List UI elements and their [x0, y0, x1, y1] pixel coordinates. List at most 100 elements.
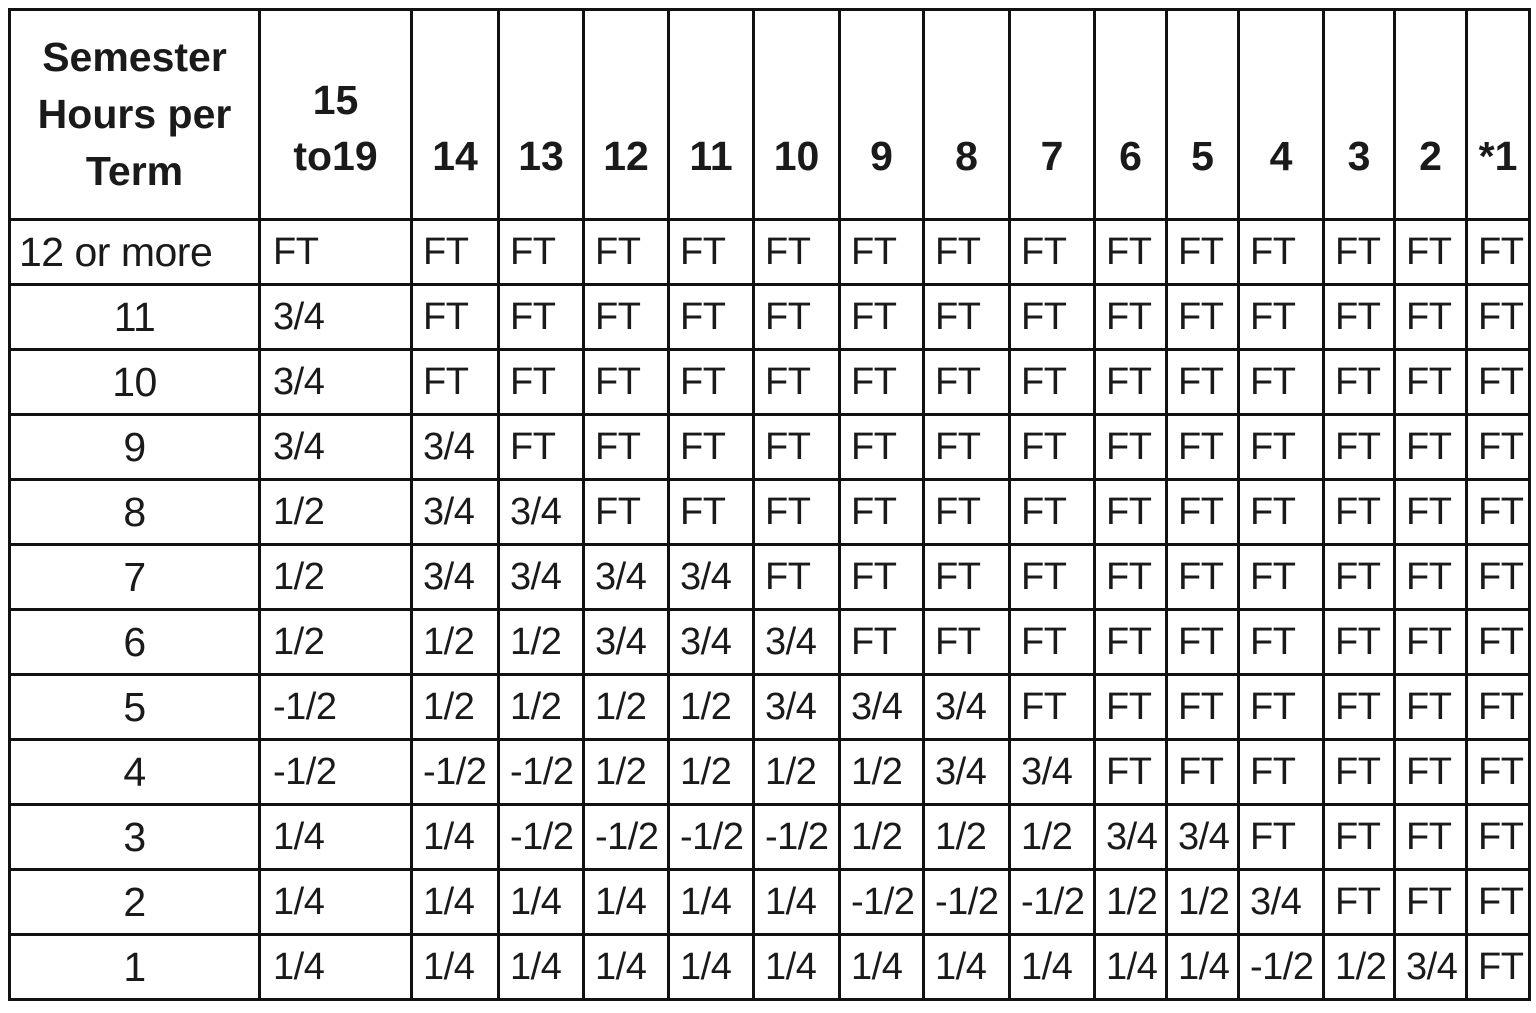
corner-header-line: Semester	[42, 34, 227, 80]
table-cell: -1/2	[582, 803, 670, 871]
table-cell: FT	[752, 348, 841, 416]
column-header-line: to19	[293, 133, 378, 179]
table-cell: FT	[1465, 283, 1531, 351]
table-row: 3 1/4 1/4 -1/2 -1/2 -1/2 -1/2 1/2 1/2 1/2 3/4 3/4 FT…	[8, 803, 1531, 871]
table-cell: FT	[582, 348, 670, 416]
corner-header-line: Hours per	[37, 91, 232, 137]
table-cell: -1/2	[1008, 868, 1096, 936]
table-cell: 1/2	[667, 673, 755, 741]
table-cell: FT	[1465, 543, 1531, 611]
table-cell: FT	[1393, 413, 1468, 481]
table-row: 6 1/2 1/2 1/2 3/4 3/4 3/4 FT FT FT FT FT FT FT FT FT	[8, 608, 1531, 676]
table-cell: FT	[1393, 608, 1468, 676]
corner-header: Semester Hours per Term	[8, 8, 261, 221]
table-cell: 3/4	[752, 673, 841, 741]
table-cell: -1/2	[667, 803, 755, 871]
row-label: 11	[8, 283, 261, 351]
table-cell: 1/4	[582, 868, 670, 936]
table-cell: FT	[752, 218, 841, 286]
table-cell: FT	[1008, 218, 1096, 286]
table-cell: FT	[1165, 543, 1240, 611]
table-cell: 1/2	[838, 738, 925, 806]
table-cell: FT	[667, 283, 755, 351]
table-cell: 3/4	[1008, 738, 1096, 806]
table-cell: FT	[1093, 543, 1168, 611]
table-cell: FT	[1465, 803, 1531, 871]
table-cell: FT	[1322, 608, 1396, 676]
table-cell: FT	[1008, 413, 1096, 481]
table-cell: FT	[1465, 608, 1531, 676]
table-cell: FT	[838, 413, 925, 481]
table-cell: FT	[1465, 413, 1531, 481]
table-cell: FT	[1165, 738, 1240, 806]
row-label: 12 or more	[8, 218, 261, 286]
column-header: 4	[1237, 8, 1325, 221]
table-cell: FT	[1165, 608, 1240, 676]
table-cell: 3/4	[1237, 868, 1325, 936]
table-cell: FT	[497, 413, 585, 481]
table-cell: 1/4	[1008, 933, 1096, 1001]
table-cell: FT	[1465, 478, 1531, 546]
table-cell: FT	[1465, 673, 1531, 741]
table-cell: FT	[1093, 608, 1168, 676]
table-cell: 3/4	[922, 738, 1011, 806]
table-cell: FT	[1165, 413, 1240, 481]
table-row: 8 1/2 3/4 3/4 FT FT FT FT FT FT FT FT FT FT FT FT	[8, 478, 1531, 546]
column-header: 5	[1165, 8, 1240, 221]
table-cell: FT	[1322, 738, 1396, 806]
table-cell: -1/2	[497, 738, 585, 806]
table-cell: 1/4	[667, 933, 755, 1001]
table-cell: 3/4	[497, 543, 585, 611]
table-cell: 1/2	[582, 738, 670, 806]
table-cell: 1/4	[258, 868, 413, 936]
table-cell: 1/4	[582, 933, 670, 1001]
table-body: 12 or more FT FT FT FT FT FT FT FT FT FT FT FT FT FT FT…	[8, 218, 1531, 1001]
table-cell: FT	[1093, 218, 1168, 286]
table-cell: 1/4	[258, 803, 413, 871]
table-cell: FT	[410, 218, 500, 286]
table-cell: 1/4	[410, 933, 500, 1001]
table-cell: -1/2	[410, 738, 500, 806]
table-cell: FT	[922, 478, 1011, 546]
row-label: 4	[8, 738, 261, 806]
table-cell: 1/2	[667, 738, 755, 806]
table-cell: FT	[922, 283, 1011, 351]
table-cell: 1/2	[497, 608, 585, 676]
table-cell: 3/4	[667, 608, 755, 676]
table-cell: FT	[1237, 348, 1325, 416]
table-cell: 3/4	[410, 413, 500, 481]
table-cell: -1/2	[752, 803, 841, 871]
table-cell: 1/2	[752, 738, 841, 806]
table-cell: 1/4	[1093, 933, 1168, 1001]
table-cell: FT	[1465, 868, 1531, 936]
table-cell: 3/4	[582, 543, 670, 611]
table-cell: FT	[1322, 283, 1396, 351]
table-cell: FT	[1465, 218, 1531, 286]
table-cell: FT	[1322, 543, 1396, 611]
table-cell: FT	[497, 218, 585, 286]
table-cell: FT	[1093, 738, 1168, 806]
table-cell: FT	[1237, 218, 1325, 286]
table-row: 7 1/2 3/4 3/4 3/4 3/4 FT FT FT FT FT FT FT FT FT FT	[8, 543, 1531, 611]
table-cell: 1/2	[1322, 933, 1396, 1001]
table-cell: 1/2	[838, 803, 925, 871]
column-header: 13	[497, 8, 585, 221]
table-cell: FT	[922, 218, 1011, 286]
table-cell: FT	[752, 283, 841, 351]
table-cell: FT	[1237, 803, 1325, 871]
table-cell: FT	[1093, 478, 1168, 546]
table-cell: 1/2	[1008, 803, 1096, 871]
table-cell: FT	[838, 478, 925, 546]
table-cell: 3/4	[1093, 803, 1168, 871]
table-row: 5 -1/2 1/2 1/2 1/2 1/2 3/4 3/4 3/4 FT FT FT FT FT FT FT	[8, 673, 1531, 741]
table-cell: FT	[1165, 348, 1240, 416]
table-cell: 3/4	[258, 348, 413, 416]
table-cell: 3/4	[258, 283, 413, 351]
table-cell: 1/4	[410, 868, 500, 936]
table-cell: 1/2	[582, 673, 670, 741]
table-cell: FT	[1393, 283, 1468, 351]
table-cell: FT	[1237, 543, 1325, 611]
row-label: 1	[8, 933, 261, 1001]
table-cell: FT	[1322, 803, 1396, 871]
table-cell: 3/4	[838, 673, 925, 741]
